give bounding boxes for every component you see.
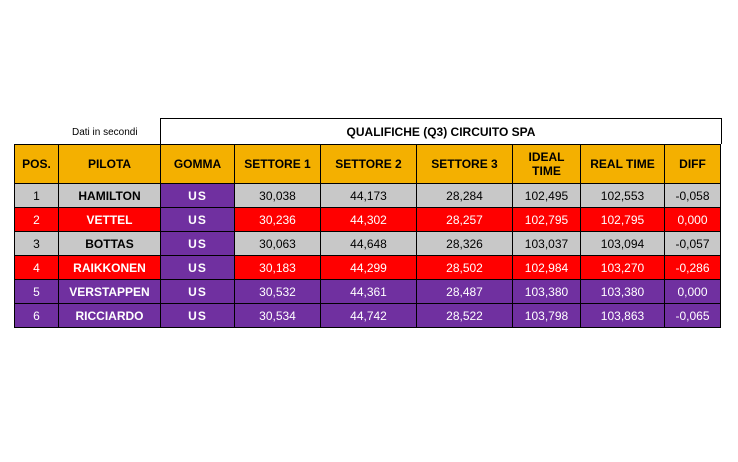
header-settore-3: SETTORE 3 (416, 144, 513, 184)
cell-settore-2: 44,302 (320, 207, 417, 232)
cell-settore-1: 30,038 (234, 183, 321, 208)
cell-pos: 3 (14, 231, 59, 256)
cell-pos: 1 (14, 183, 59, 208)
cell-settore-1: 30,183 (234, 255, 321, 280)
cell-real-time: 103,380 (580, 279, 665, 304)
table-row: 6 RICCIARDO US 30,534 44,742 28,522 103,… (14, 303, 721, 328)
table-row: 3 BOTTAS US 30,063 44,648 28,326 103,037… (14, 231, 721, 256)
header-settore-1: SETTORE 1 (234, 144, 321, 184)
cell-pilota: VETTEL (58, 207, 161, 232)
cell-pos: 5 (14, 279, 59, 304)
cell-real-time: 103,094 (580, 231, 665, 256)
cell-gomma: US (160, 255, 235, 280)
cell-settore-2: 44,742 (320, 303, 417, 328)
cell-real-time: 102,553 (580, 183, 665, 208)
cell-settore-3: 28,257 (416, 207, 513, 232)
cell-pilota: VERSTAPPEN (58, 279, 161, 304)
cell-settore-3: 28,326 (416, 231, 513, 256)
cell-gomma: US (160, 303, 235, 328)
qualifying-table: POS. PILOTA GOMMA SETTORE 1 SETTORE 2 SE… (14, 144, 721, 328)
table-row: 2 VETTEL US 30,236 44,302 28,257 102,795… (14, 207, 721, 232)
cell-real-time: 103,863 (580, 303, 665, 328)
cell-diff: -0,065 (664, 303, 721, 328)
cell-ideal-time: 102,495 (512, 183, 581, 208)
header-settore-2: SETTORE 2 (320, 144, 417, 184)
cell-settore-3: 28,502 (416, 255, 513, 280)
header-real-time: REAL TIME (580, 144, 665, 184)
cell-settore-1: 30,063 (234, 231, 321, 256)
cell-pos: 6 (14, 303, 59, 328)
table-title: QUALIFICHE (Q3) CIRCUITO SPA (160, 118, 722, 144)
cell-pilota: BOTTAS (58, 231, 161, 256)
header-row: POS. PILOTA GOMMA SETTORE 1 SETTORE 2 SE… (14, 144, 721, 184)
cell-pos: 2 (14, 207, 59, 232)
header-pilota: PILOTA (58, 144, 161, 184)
cell-diff: 0,000 (664, 279, 721, 304)
cell-diff: -0,286 (664, 255, 721, 280)
cell-gomma: US (160, 183, 235, 208)
header-diff: DIFF (664, 144, 721, 184)
cell-pilota: RICCIARDO (58, 303, 161, 328)
cell-real-time: 103,270 (580, 255, 665, 280)
cell-diff: 0,000 (664, 207, 721, 232)
cell-gomma: US (160, 207, 235, 232)
cell-settore-1: 30,236 (234, 207, 321, 232)
cell-gomma: US (160, 231, 235, 256)
cell-settore-2: 44,299 (320, 255, 417, 280)
cell-ideal-time: 103,380 (512, 279, 581, 304)
cell-ideal-time: 102,795 (512, 207, 581, 232)
cell-real-time: 102,795 (580, 207, 665, 232)
cell-ideal-time: 102,984 (512, 255, 581, 280)
table-row: 1 HAMILTON US 30,038 44,173 28,284 102,4… (14, 183, 721, 208)
cell-settore-2: 44,361 (320, 279, 417, 304)
cell-pilota: HAMILTON (58, 183, 161, 208)
cell-ideal-time: 103,037 (512, 231, 581, 256)
cell-settore-3: 28,487 (416, 279, 513, 304)
cell-settore-1: 30,534 (234, 303, 321, 328)
cell-settore-1: 30,532 (234, 279, 321, 304)
cell-ideal-time: 103,798 (512, 303, 581, 328)
cell-settore-3: 28,522 (416, 303, 513, 328)
cell-pos: 4 (14, 255, 59, 280)
cell-diff: -0,058 (664, 183, 721, 208)
header-ideal-time: IDEAL TIME (512, 144, 581, 184)
table-row: 4 RAIKKONEN US 30,183 44,299 28,502 102,… (14, 255, 721, 280)
cell-gomma: US (160, 279, 235, 304)
cell-diff: -0,057 (664, 231, 721, 256)
header-gomma: GOMMA (160, 144, 235, 184)
cell-settore-2: 44,648 (320, 231, 417, 256)
units-note: Dati in secondi (72, 127, 138, 138)
cell-pilota: RAIKKONEN (58, 255, 161, 280)
header-pos: POS. (14, 144, 59, 184)
cell-settore-3: 28,284 (416, 183, 513, 208)
cell-settore-2: 44,173 (320, 183, 417, 208)
table-row: 5 VERSTAPPEN US 30,532 44,361 28,487 103… (14, 279, 721, 304)
